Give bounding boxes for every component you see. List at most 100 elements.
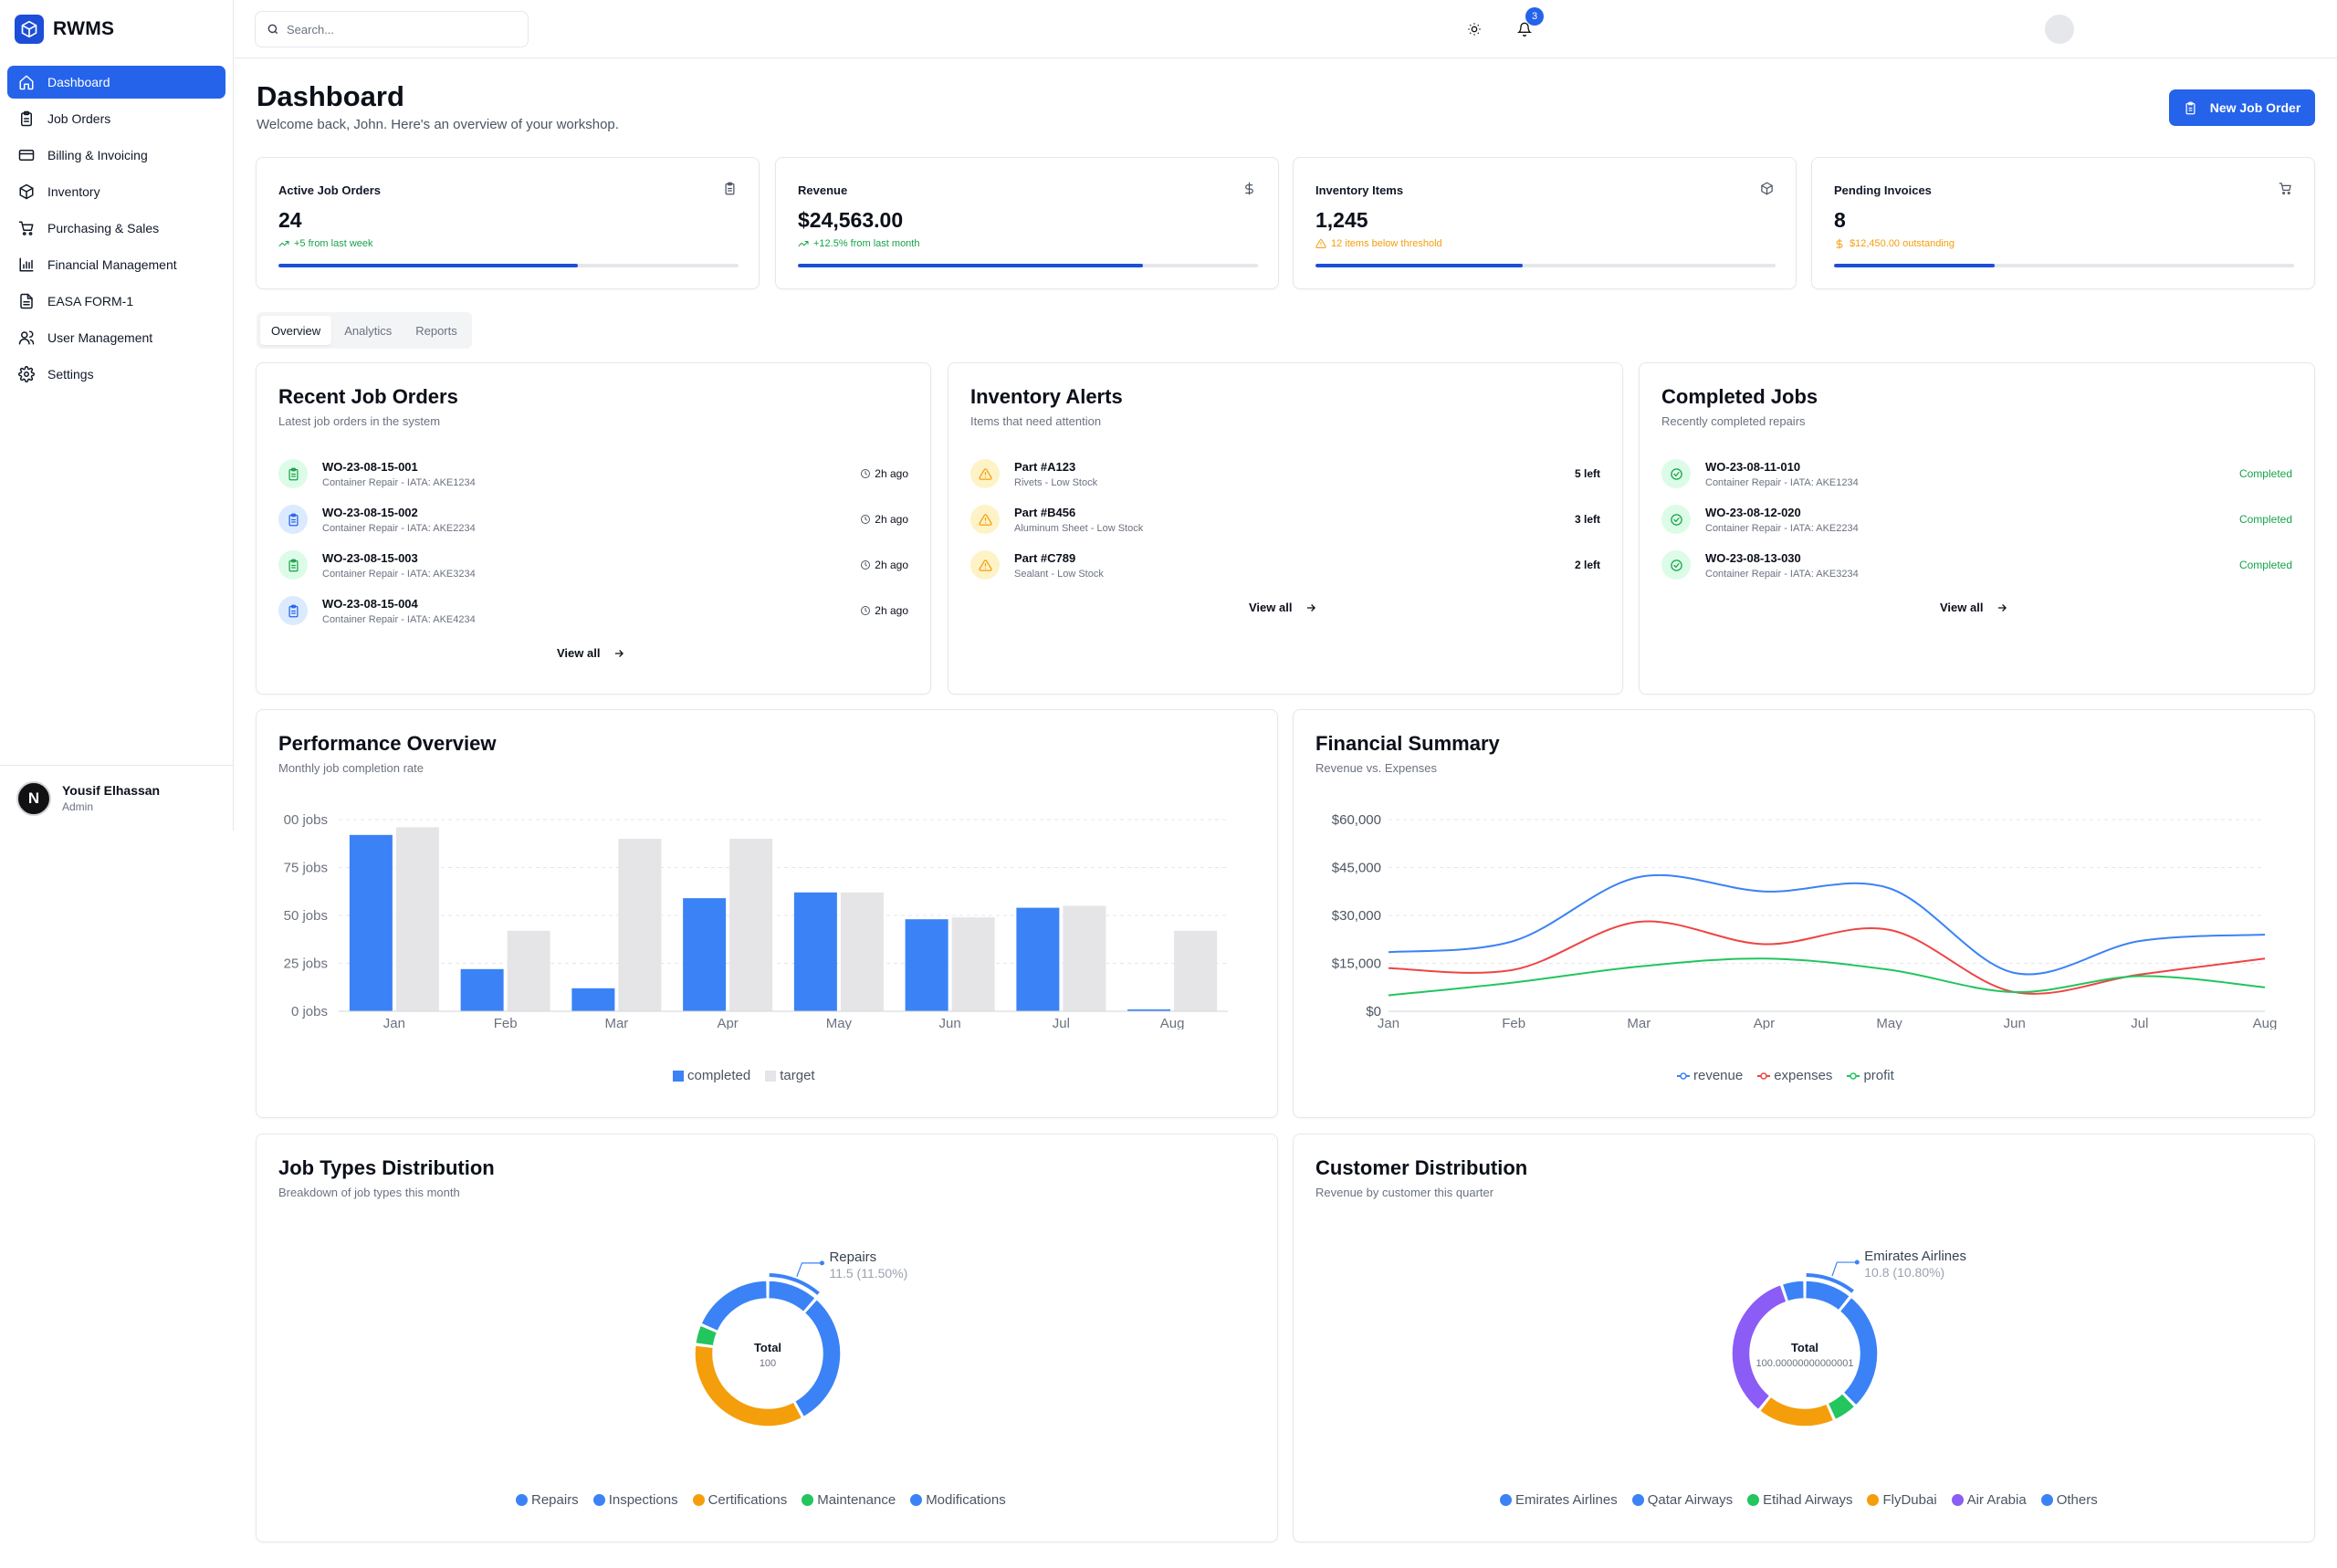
avatar[interactable] <box>2045 15 2074 44</box>
x-tick-label: Feb <box>494 1016 518 1030</box>
donut-slice[interactable] <box>699 1280 769 1333</box>
clock-icon <box>861 606 871 615</box>
bar-target[interactable] <box>840 892 884 1011</box>
sidebar-item-billing-invoicing[interactable]: Billing & Invoicing <box>7 139 225 172</box>
sidebar-item-job-orders[interactable]: Job Orders <box>7 102 225 135</box>
legend-item[interactable]: FlyDubai <box>1867 1492 1937 1508</box>
brand[interactable]: RWMS <box>15 15 114 44</box>
legend-item[interactable]: Others <box>2040 1492 2098 1508</box>
stat-note-text: +5 from last week <box>294 238 373 249</box>
list-item[interactable]: WO-23-08-15-003 Container Repair - IATA: … <box>278 542 908 588</box>
legend-item-completed[interactable]: completed <box>673 1068 750 1083</box>
bar-completed[interactable] <box>1016 907 1060 1011</box>
legend-item[interactable]: Repairs <box>516 1492 579 1508</box>
sidebar-item-dashboard[interactable]: Dashboard <box>7 66 225 99</box>
donut-center-value: 100 <box>760 1358 776 1369</box>
series-line-expenses[interactable] <box>1388 920 2266 995</box>
sidebar-item-easa-form-1[interactable]: EASA FORM-1 <box>7 285 225 318</box>
list-item[interactable]: WO-23-08-15-001 Container Repair - IATA: … <box>278 451 908 497</box>
legend-item[interactable]: Maintenance <box>802 1492 896 1508</box>
bar-completed[interactable] <box>905 919 948 1011</box>
bar-target[interactable] <box>729 839 773 1011</box>
list-item[interactable]: Part #B456 Aluminum Sheet - Low Stock 3 le… <box>970 497 1600 542</box>
legend-item[interactable]: Qatar Airways <box>1631 1492 1733 1508</box>
bar-target[interactable] <box>1063 905 1106 1012</box>
donut-slice[interactable] <box>1781 1280 1806 1302</box>
donut-slice[interactable] <box>1731 1283 1788 1411</box>
legend-item-profit[interactable]: profit <box>1847 1068 1894 1083</box>
notifications-button[interactable]: 3 <box>1514 7 1544 40</box>
legend-item-revenue[interactable]: revenue <box>1677 1068 1743 1083</box>
donut-slice[interactable] <box>1839 1296 1879 1407</box>
sidebar-item-financial-management[interactable]: Financial Management <box>7 248 225 281</box>
legend-swatch <box>910 1494 923 1506</box>
legend-item-target[interactable]: target <box>765 1068 815 1083</box>
legend-item[interactable]: Etihad Airways <box>1747 1492 1852 1508</box>
bar-target[interactable] <box>507 930 550 1011</box>
series-line-profit[interactable] <box>1388 957 2266 997</box>
legend-label: Others <box>2056 1492 2098 1508</box>
bar-target[interactable] <box>1174 930 1218 1011</box>
bar-completed[interactable] <box>683 898 727 1011</box>
donut-slice[interactable] <box>793 1298 842 1418</box>
list-item[interactable]: Part #A123 Rivets - Low Stock 5 left <box>970 451 1600 497</box>
legend-item[interactable]: Certifications <box>692 1492 787 1508</box>
sidebar-item-purchasing-sales[interactable]: Purchasing & Sales <box>7 212 225 245</box>
sidebar-item-label: Billing & Invoicing <box>47 148 148 162</box>
donut-slice[interactable] <box>767 1280 817 1313</box>
donut-slice[interactable] <box>1758 1396 1835 1427</box>
list-item[interactable]: WO-23-08-11-010 Container Repair - IATA: … <box>1661 451 2292 497</box>
legend-item[interactable]: Inspections <box>592 1492 678 1508</box>
app-name: RWMS <box>53 18 115 39</box>
y-tick-label: $0 <box>1366 1004 1381 1019</box>
bar-completed[interactable] <box>349 834 393 1011</box>
sidebar-item-settings[interactable]: Settings <box>7 358 225 391</box>
donut-slice[interactable] <box>1827 1392 1856 1421</box>
view-all-button[interactable]: View all <box>557 646 625 660</box>
search-box[interactable] <box>255 11 529 47</box>
legend-item[interactable]: Emirates Airlines <box>1500 1492 1618 1508</box>
donut-center-label: Total <box>1791 1341 1818 1354</box>
sidebar-item-user-management[interactable]: User Management <box>7 321 225 354</box>
bar-target[interactable] <box>951 917 995 1011</box>
view-all-button[interactable]: View all <box>1249 601 1317 614</box>
list-item[interactable]: WO-23-08-13-030 Container Repair - IATA: … <box>1661 542 2292 588</box>
job-order-id: WO-23-08-12-020 <box>1705 505 1801 519</box>
theme-toggle-button[interactable] <box>1463 18 1485 40</box>
new-job-order-button[interactable]: New Job Order <box>2169 89 2315 126</box>
progress-fill <box>278 264 578 267</box>
home-icon <box>19 75 34 90</box>
list-item[interactable]: Part #C789 Sealant - Low Stock 2 left <box>970 542 1600 588</box>
list-item[interactable]: WO-23-08-15-004 Container Repair - IATA: … <box>278 588 908 633</box>
legend-item[interactable]: Air Arabia <box>1951 1492 2027 1508</box>
sidebar-item-inventory[interactable]: Inventory <box>7 175 225 208</box>
list-item[interactable]: WO-23-08-15-002 Container Repair - IATA: … <box>278 497 908 542</box>
legend-swatch <box>1747 1494 1760 1506</box>
view-all-button[interactable]: View all <box>1940 601 2008 614</box>
bar-target[interactable] <box>618 839 662 1011</box>
tab-reports[interactable]: Reports <box>415 323 457 338</box>
topbar: 3 <box>235 0 2337 58</box>
legend-label: Repairs <box>531 1492 579 1508</box>
donut-slice[interactable] <box>1804 1280 1851 1312</box>
bar-target[interactable] <box>395 827 439 1011</box>
series-line-revenue[interactable] <box>1388 873 2266 976</box>
user-profile[interactable]: N Yousif Elhassan Admin <box>0 765 234 831</box>
search-input[interactable] <box>287 22 515 37</box>
donut-slice[interactable] <box>694 1344 803 1427</box>
legend-item[interactable]: Modifications <box>910 1492 1006 1508</box>
donut-slice[interactable] <box>694 1324 718 1347</box>
legend-item-expenses[interactable]: expenses <box>1757 1068 1832 1083</box>
list-item[interactable]: WO-23-08-12-020 Container Repair - IATA: … <box>1661 497 2292 542</box>
bar-completed[interactable] <box>460 968 504 1011</box>
legend-swatch <box>1631 1494 1644 1506</box>
tab-overview[interactable]: Overview <box>260 316 332 345</box>
bar-completed[interactable] <box>793 892 837 1011</box>
stat-note-text: +12.5% from last month <box>813 238 920 249</box>
financial-summary-panel: Financial Summary Revenue vs. Expenses $… <box>1293 709 2315 1118</box>
list-item-text: Part #C789 Sealant - Low Stock <box>1014 551 1104 580</box>
tab-analytics[interactable]: Analytics <box>344 323 393 338</box>
bar-completed[interactable] <box>1127 1009 1171 1011</box>
bar-completed[interactable] <box>571 988 615 1011</box>
